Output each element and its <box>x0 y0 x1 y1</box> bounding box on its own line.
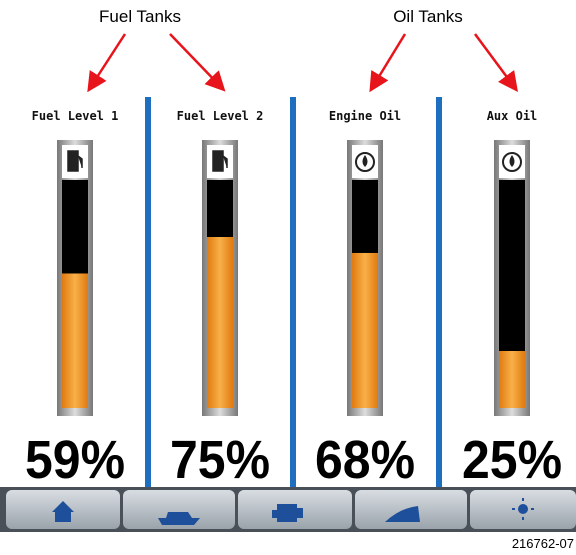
gauge-level <box>62 273 88 408</box>
dividers <box>145 97 442 487</box>
oil-icon-ring <box>355 152 375 172</box>
oil-icon-drop <box>362 155 368 167</box>
gauges: Fuel Level 1 59% Fuel Level 2 75% Engine Oil… <box>25 109 562 490</box>
tab-boat[interactable] <box>123 490 235 529</box>
fuel-icon <box>67 150 83 172</box>
arrows <box>87 33 518 93</box>
fuel-icon <box>212 150 228 172</box>
gauge-level <box>499 351 525 408</box>
oil-icon-drop <box>509 155 515 167</box>
tab-bar <box>0 487 576 532</box>
figure-id: 216762-07 <box>512 536 574 551</box>
gauge-value: 68% <box>315 430 415 490</box>
gauge-value: 25% <box>462 430 562 490</box>
gauge-level <box>207 237 233 408</box>
gauge-label: Fuel Level 1 <box>32 109 119 123</box>
gauge-label: Aux Oil <box>487 109 538 123</box>
annotation: Fuel Tanks <box>99 7 181 26</box>
gauge-label: Engine Oil <box>329 109 401 123</box>
gauge-value: 75% <box>170 430 270 490</box>
gauge-level <box>352 252 378 408</box>
gauge-label: Fuel Level 2 <box>177 109 264 123</box>
gauge-value: 59% <box>25 430 125 490</box>
annotation: Oil Tanks <box>393 7 463 26</box>
oil-icon-ring <box>502 152 522 172</box>
